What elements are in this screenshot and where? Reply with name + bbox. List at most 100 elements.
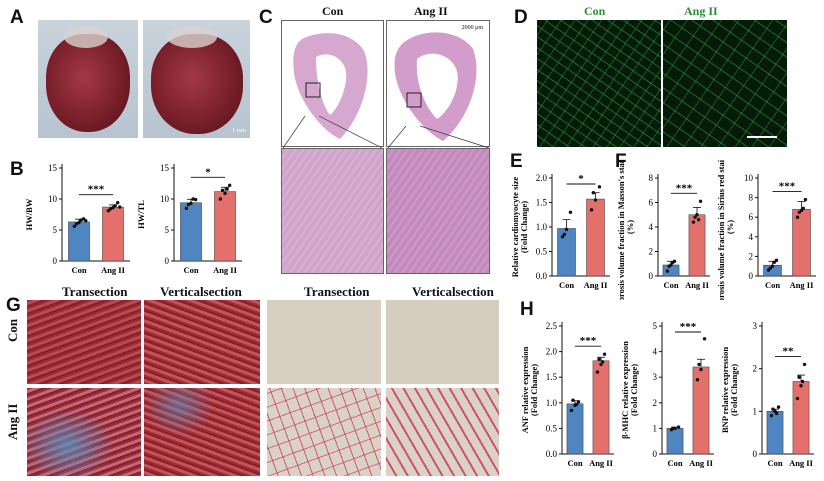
- x-tick-label: Con: [183, 265, 198, 275]
- y-tick-label: 3: [753, 321, 758, 331]
- data-point: [799, 384, 803, 388]
- data-point: [597, 185, 602, 189]
- data-point: [576, 400, 581, 404]
- y-tick-label: 0.5: [546, 423, 558, 433]
- data-point: [667, 264, 671, 268]
- data-point: [118, 205, 122, 209]
- data-point: [79, 218, 83, 222]
- x-tick-label: Con: [71, 265, 86, 275]
- bar: [180, 202, 202, 262]
- x-tick-label: Ang II: [689, 458, 714, 468]
- y-axis-label-line: Fibrosis volume fraction in Sirius red s…: [716, 160, 726, 300]
- y-axis-label-line: Fibrosis volume fraction in Masson's sta…: [616, 160, 626, 300]
- data-point: [591, 191, 596, 195]
- data-point: [84, 219, 88, 223]
- data-point: [593, 198, 598, 202]
- data-point: [803, 197, 808, 202]
- y-tick-label: 3: [653, 372, 658, 382]
- data-point: [797, 375, 801, 379]
- c-label-con: Con: [322, 4, 344, 18]
- y-tick-label: 10: [744, 173, 754, 183]
- bar: [792, 381, 810, 455]
- bar: [688, 214, 706, 277]
- g-label-transection-1: Transection: [62, 284, 128, 299]
- significance-stars: ***: [88, 184, 105, 196]
- data-point: [702, 337, 707, 341]
- chart-masson-fibrosis: Fibrosis volume fraction in Masson's sta…: [616, 160, 710, 300]
- y-tick-label: 1.5: [546, 372, 558, 382]
- y-tick-label: 0: [165, 256, 170, 266]
- x-tick-label: Con: [559, 280, 574, 290]
- data-point: [693, 215, 697, 219]
- data-point: [801, 206, 805, 211]
- y-tick-label: 2: [749, 251, 754, 261]
- y-tick-label: 5: [165, 225, 170, 235]
- bar: [102, 206, 124, 262]
- scale-bar: [747, 136, 777, 138]
- g-label-verticalsection-1: Verticalsection: [160, 284, 242, 299]
- y-tick-label: 8: [649, 173, 654, 183]
- y-tick-label: 0: [749, 271, 754, 281]
- x-tick-label: Ang II: [589, 458, 614, 468]
- g-row-label-ang: Ang II: [5, 403, 20, 441]
- sirius-trans-ang: [267, 388, 381, 476]
- y-tick-label: 15: [48, 163, 58, 173]
- significance-stars: ***: [676, 182, 693, 194]
- heart-photo-ang: 1 mm: [143, 20, 250, 138]
- significance-stars: **: [783, 345, 795, 357]
- y-axis-label-line: (Fold Change): [629, 364, 639, 416]
- y-axis-label: HW/TL: [136, 200, 146, 229]
- data-point: [72, 224, 77, 228]
- data-point: [74, 222, 79, 226]
- g-row-label-con: Con: [5, 318, 20, 342]
- scale-label-c: 2000 μm: [461, 25, 483, 31]
- significance-stars: *: [205, 166, 211, 178]
- y-axis-label-line: ANF relative expression: [520, 346, 530, 433]
- y-tick-label: 0: [753, 449, 758, 459]
- data-point: [597, 357, 601, 361]
- he-zoom-ang: [386, 148, 490, 274]
- bar: [586, 198, 605, 277]
- data-point: [571, 398, 575, 402]
- data-point: [227, 183, 232, 188]
- x-tick-label: Ang II: [789, 458, 814, 468]
- bar: [666, 428, 684, 455]
- data-point: [113, 204, 117, 208]
- panel-label-c: C: [259, 7, 273, 28]
- y-axis-label: BNP relative expression(Fold Change): [720, 347, 739, 433]
- data-point: [189, 201, 193, 206]
- panel-label-b: B: [10, 159, 24, 180]
- chart-cardiomyocyte-size: Relative cardiomyocyte size(Fold Change)…: [510, 173, 610, 290]
- bar: [592, 360, 610, 455]
- he-whole-heart-ang: 2000 μm: [386, 20, 490, 147]
- y-tick-label: 8: [749, 193, 754, 203]
- y-axis-label: Fibrosis volume fraction in Sirius red s…: [716, 160, 735, 300]
- y-axis-label-line: β-MHC relative expression: [620, 341, 630, 439]
- data-point: [562, 232, 567, 237]
- c-label-ang: Ang II: [414, 4, 448, 18]
- y-tick-label: 2.0: [546, 347, 558, 357]
- y-tick-label: 4: [749, 232, 754, 242]
- y-tick-label: 4: [653, 347, 658, 357]
- data-point: [568, 210, 573, 214]
- y-tick-label: 0: [53, 256, 58, 266]
- x-tick-label: Con: [567, 458, 582, 468]
- data-point: [191, 197, 195, 201]
- y-tick-label: 4: [649, 222, 654, 232]
- data-point: [599, 362, 603, 367]
- data-point: [774, 411, 779, 416]
- y-tick-label: 1.0: [536, 222, 548, 232]
- data-point: [774, 258, 779, 263]
- wga-stain-ang: [663, 20, 787, 147]
- data-point: [691, 220, 696, 224]
- heart-photo-con: [38, 20, 138, 138]
- data-point: [574, 402, 579, 407]
- y-tick-label: 0: [653, 449, 658, 459]
- sirius-vert-con: [386, 300, 499, 384]
- masson-vert-con: [144, 300, 260, 384]
- y-axis-label-line: (Fold Change): [729, 364, 739, 416]
- y-tick-label: 2: [653, 398, 658, 408]
- panel-label-g: G: [6, 295, 21, 316]
- bar: [792, 209, 811, 277]
- bar: [692, 366, 710, 455]
